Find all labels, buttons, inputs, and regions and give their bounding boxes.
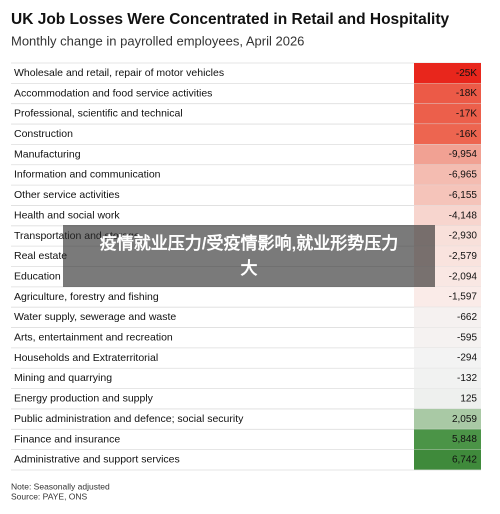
value-label: -25K (456, 68, 477, 79)
value-cell (414, 368, 481, 389)
value-label: -2,930 (449, 231, 478, 242)
value-label: -6,965 (449, 170, 478, 181)
row-label: Real estate (14, 250, 67, 262)
value-cell (414, 205, 481, 226)
value-label: 5,848 (452, 434, 477, 445)
row-label: Mining and quarrying (14, 372, 112, 384)
overlay-caption: 疫情就业压力/受疫情影响,就业形势压力大 (63, 225, 435, 287)
value-cell (414, 185, 481, 206)
row-label: Agriculture, forestry and fishing (14, 291, 159, 303)
value-label: -4,148 (449, 210, 478, 221)
row-label: Professional, scientific and technical (14, 108, 183, 120)
value-cell (414, 347, 481, 369)
source: Source: PAYE, ONS (11, 491, 88, 501)
value-cell (414, 408, 481, 430)
row-label: Administrative and support services (14, 454, 180, 466)
value-cell (414, 286, 481, 308)
row-label: Other service activities (14, 189, 120, 201)
value-label: -2,579 (449, 251, 478, 262)
value-label: -595 (457, 332, 477, 343)
row-label: Wholesale and retail, repair of motor ve… (14, 67, 224, 79)
row-label: Information and communication (14, 169, 161, 181)
value-label: -9,954 (449, 149, 478, 160)
value-label: 2,059 (452, 414, 477, 425)
row-label: Health and social work (14, 209, 120, 221)
value-cell (414, 164, 481, 186)
row-label: Construction (14, 128, 73, 140)
row-label: Finance and insurance (14, 433, 120, 445)
value-cell (414, 83, 481, 104)
row-label: Energy production and supply (14, 393, 154, 405)
value-label: 125 (460, 393, 477, 404)
value-label: 6,742 (452, 454, 477, 465)
row-label: Arts, entertainment and recreation (14, 332, 173, 344)
value-label: -16K (456, 129, 477, 140)
row-label: Households and Extraterritorial (14, 352, 158, 364)
value-cell (414, 63, 481, 84)
row-label: Manufacturing (14, 148, 81, 160)
row-label: Water supply, sewerage and waste (14, 311, 176, 323)
value-label: -6,155 (449, 190, 478, 201)
value-label: -17K (456, 109, 477, 120)
value-cell (414, 103, 481, 125)
value-cell (414, 124, 481, 145)
value-cell (414, 429, 481, 450)
value-label: -1,597 (449, 292, 478, 303)
row-label: Public administration and defence; socia… (14, 413, 244, 425)
value-label: -132 (457, 373, 477, 384)
row-label: Education (14, 270, 61, 282)
value-cell (414, 388, 481, 409)
value-label: -294 (457, 353, 477, 364)
note: Note: Seasonally adjusted (11, 481, 110, 491)
value-cell (414, 144, 481, 165)
value-label: -2,094 (449, 271, 478, 282)
value-label: -662 (457, 312, 477, 323)
value-label: -18K (456, 88, 477, 99)
chart-subtitle: Monthly change in payrolled employees, A… (11, 33, 304, 48)
row-label: Accommodation and food service activitie… (14, 87, 212, 99)
value-cell (414, 327, 481, 348)
value-cell (414, 449, 481, 470)
chart-title: UK Job Losses Were Concentrated in Retai… (11, 11, 449, 28)
value-cell (414, 307, 481, 328)
